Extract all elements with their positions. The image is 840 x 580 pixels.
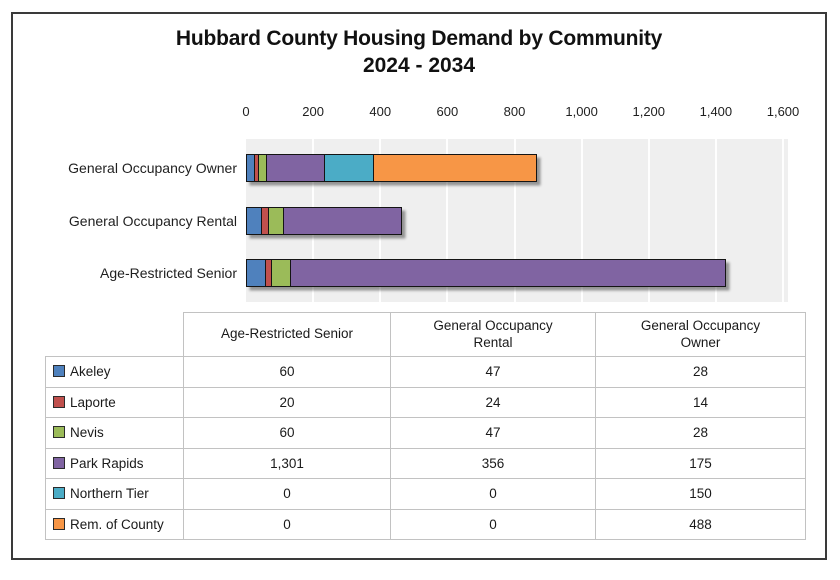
x-tick-label: 200 [302,104,324,119]
bar-segment-northern-tier [324,154,375,182]
chart-frame: Hubbard County Housing Demand by Communi… [11,12,827,560]
bar-segment-nevis [270,258,291,287]
x-tick-label: 1,000 [565,104,598,119]
legend-label: Laporte [70,394,116,410]
value-cell: 28 [595,417,806,449]
table-header-cell: General Occupancy Owner [595,312,806,357]
legend-cell: Laporte [45,386,184,418]
x-tick-label: 400 [369,104,392,119]
gridline [714,139,717,302]
legend-cell: Northern Tier [45,478,184,510]
value-cell: 0 [183,508,391,540]
value-cell: 60 [183,417,391,449]
x-tick-label: 1,200 [632,104,666,119]
value-cell: 47 [390,356,596,388]
bar-row [246,258,727,287]
value-cell: 0 [390,478,596,510]
value-cell: 20 [183,386,391,418]
table-header-label: General Occupancy Owner [640,317,761,350]
legend-label: Park Rapids [70,455,144,471]
chart-subtitle: 2024 - 2034 [362,54,476,77]
legend-label: Northern Tier [70,486,149,502]
table-row: Park Rapids 1,301 356 175 [45,447,806,479]
value-cell: 1,301 [183,447,391,479]
legend-swatch [53,395,65,408]
x-tick-label: 0 [242,104,250,119]
table-corner-cell [45,312,184,357]
gridline [647,139,650,302]
x-tick-label: 1,400 [699,104,733,119]
table-header-label: Age-Restricted Senior [220,326,354,342]
legend-cell: Park Rapids [45,447,184,479]
bar-segment-akeley [246,258,267,287]
legend-swatch [53,517,65,530]
table-row: Akeley 60 47 28 [45,356,806,388]
gridline [513,139,516,302]
bar-segment-akeley [246,206,262,235]
category-label: Age-Restricted Senior [100,265,237,281]
bar-segment-rem-of-county [373,154,538,182]
value-cell: 175 [595,447,806,479]
bar-segment-park-rapids [289,258,727,287]
bar-segment-nevis [267,206,284,235]
table-header-cell: Age-Restricted Senior [183,312,391,357]
plot-area [246,139,788,302]
value-cell: 356 [390,447,596,479]
table-row: Rem. of County 0 0 488 [45,508,806,540]
value-cell: 488 [595,508,806,540]
value-cell: 24 [390,386,596,418]
bar-row [246,206,403,235]
legend-label: Nevis [70,425,104,441]
table-row: Laporte 20 24 14 [45,386,806,418]
value-cell: 47 [390,417,596,449]
legend-label: Rem. of County [70,516,164,532]
value-cell: 0 [183,478,391,510]
gridline [782,139,784,302]
category-label: General Occupancy Owner [68,160,237,176]
legend-label: Akeley [70,364,111,380]
legend-swatch [53,426,65,439]
table-row: Northern Tier 0 0 150 [45,478,806,510]
x-tick-label: 1,600 [766,104,800,119]
gridline [446,139,449,302]
gridline [580,139,583,302]
chart-title: Hubbard County Housing Demand by Communi… [175,27,663,50]
x-tick-label: 800 [503,104,526,119]
bar-segment-park-rapids [266,154,326,182]
bar-segment-park-rapids [282,206,403,235]
x-axis: 0 200 400 600 800 1,000 1,200 1,400 1,600 [13,104,825,122]
value-cell: 60 [183,356,391,388]
table-header-row: Age-Restricted Senior General Occupancy R… [45,312,806,357]
value-cell: 0 [390,508,596,540]
data-table: Age-Restricted Senior General Occupancy R… [45,312,806,540]
table-row: Nevis 60 47 28 [45,417,806,449]
legend-cell: Akeley [45,356,184,388]
legend-swatch [53,487,65,500]
value-cell: 14 [595,386,806,418]
legend-cell: Nevis [45,417,184,449]
value-cell: 28 [595,356,806,388]
table-header-label: General Occupancy Rental [433,317,553,350]
x-tick-label: 600 [436,104,459,119]
table-header-cell: General Occupancy Rental [390,312,596,357]
legend-cell: Rem. of County [45,508,184,540]
legend-swatch [53,365,65,378]
legend-swatch [53,456,65,469]
bar-row [246,154,538,182]
category-label: General Occupancy Rental [68,213,237,229]
value-cell: 150 [595,478,806,510]
